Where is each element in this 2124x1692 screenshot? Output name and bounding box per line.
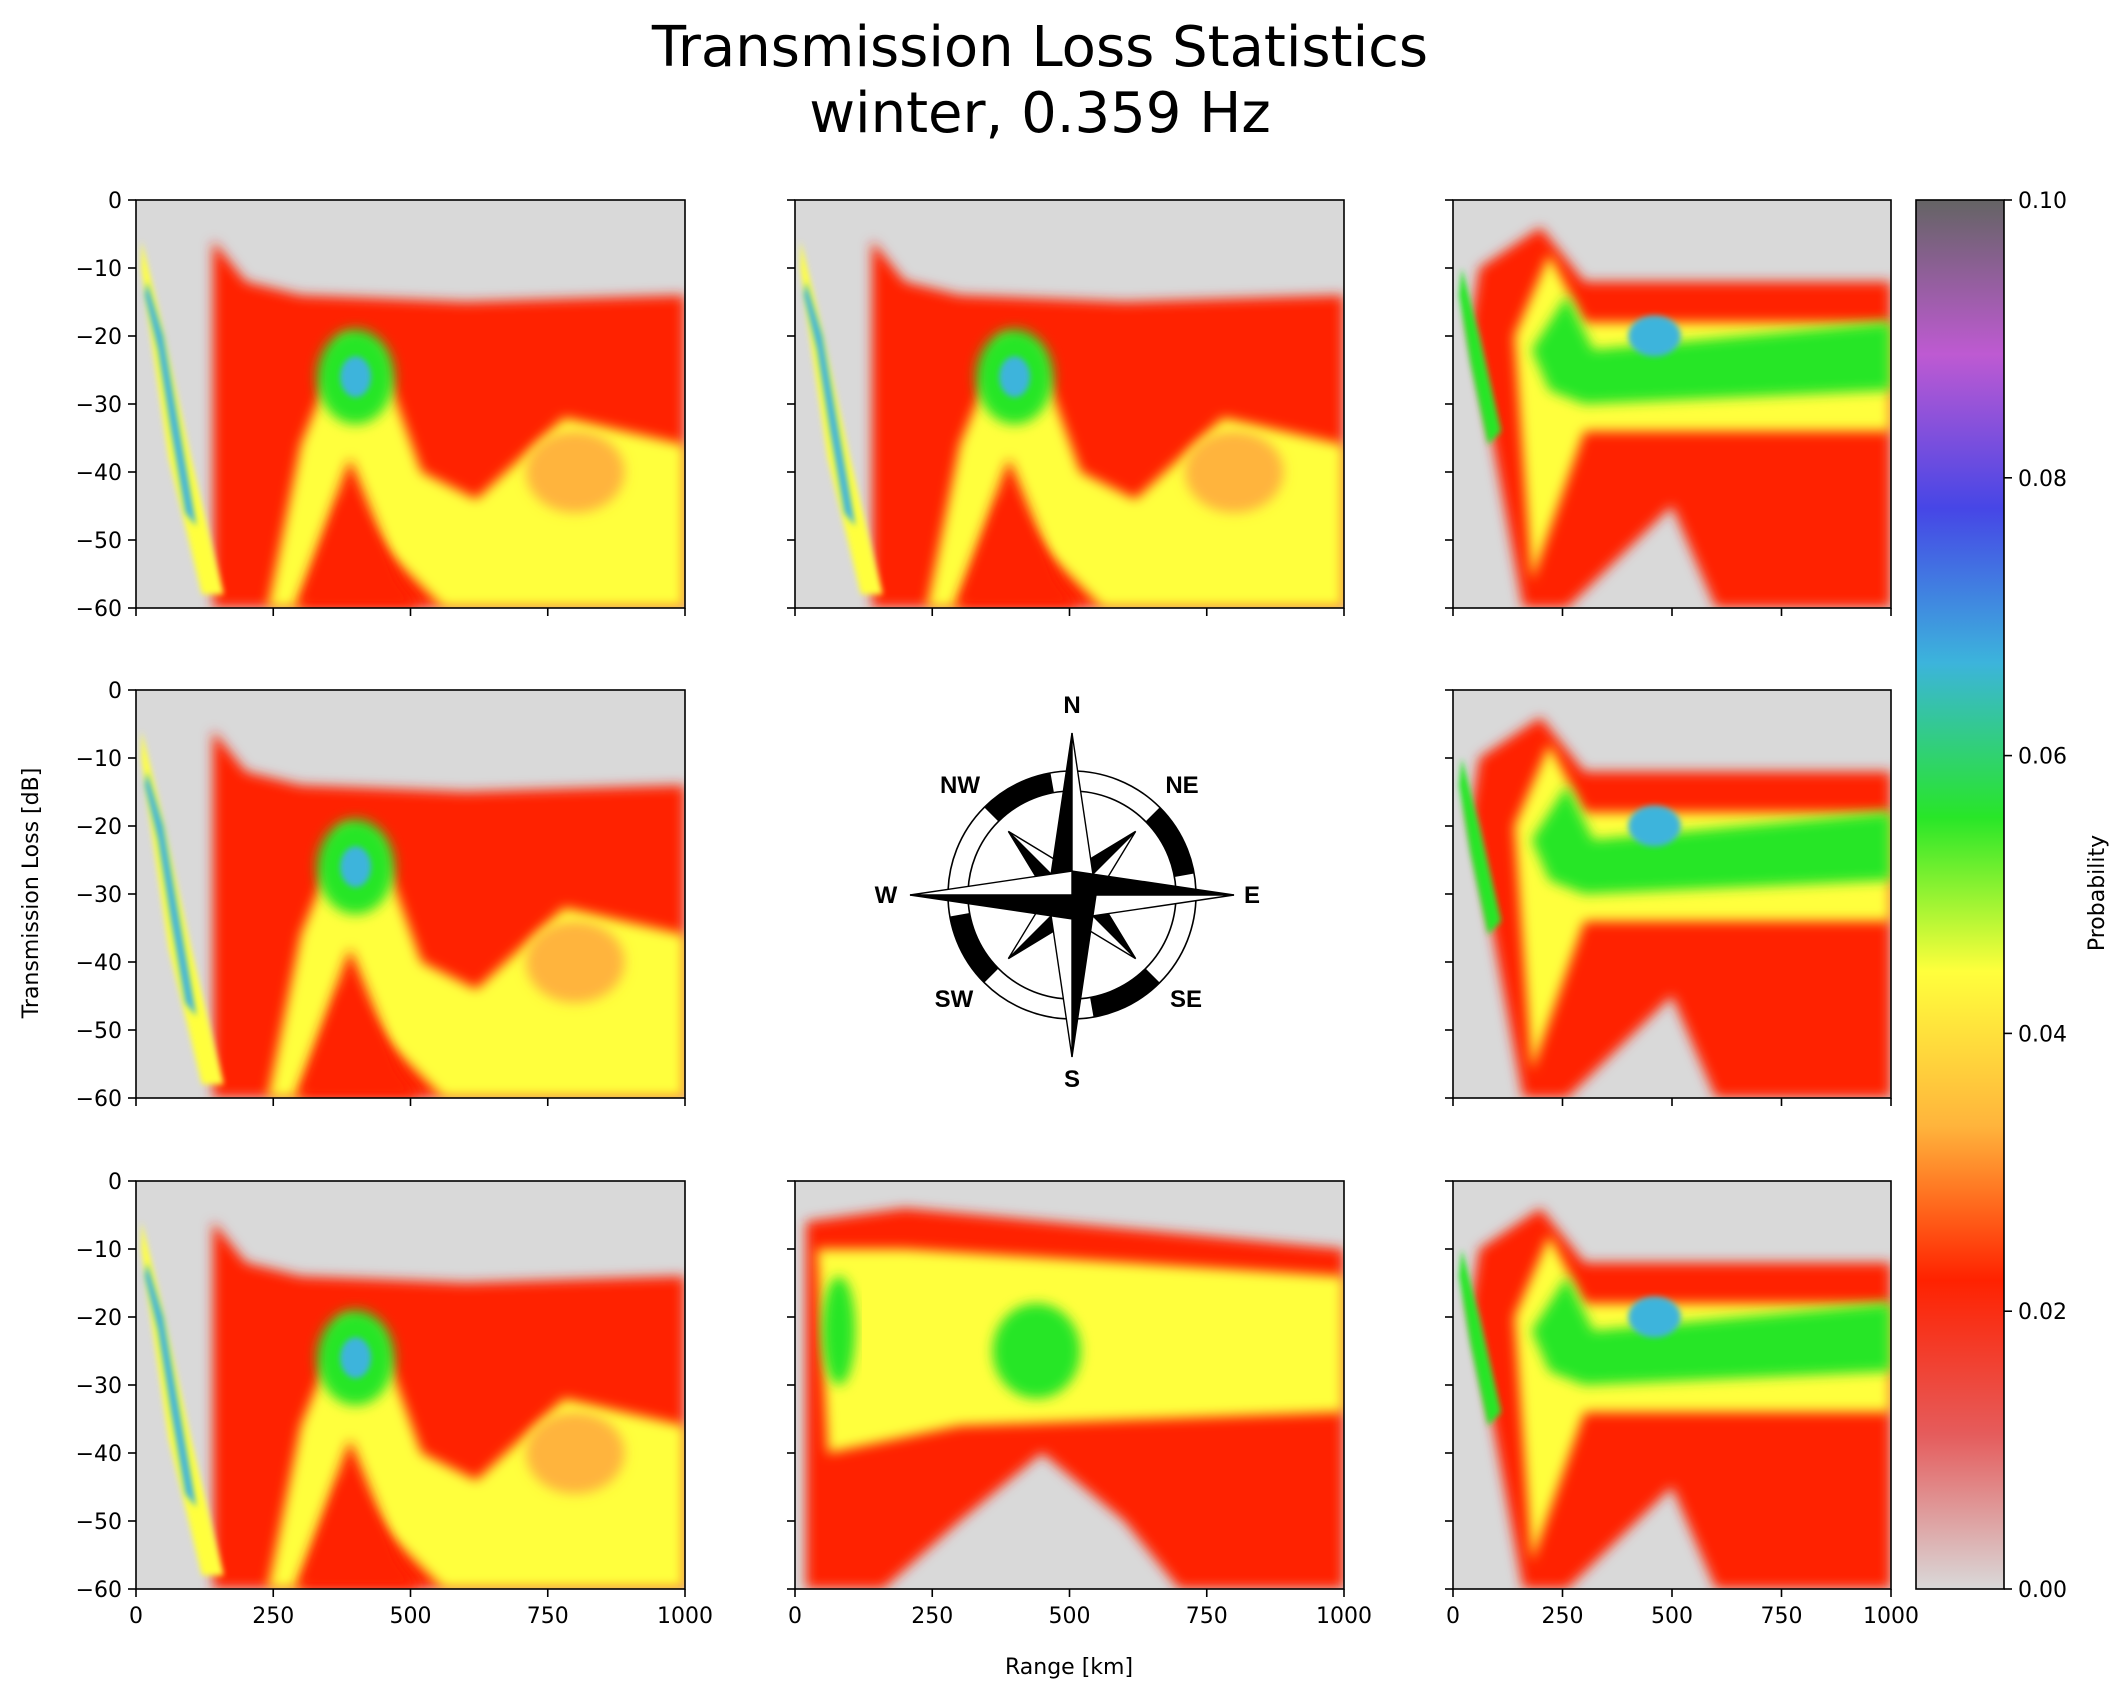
colorbar-tick-label: 0.00 [2018,1578,2067,1603]
heatmap-cells [1453,690,1891,1098]
y-tick-label: 0 [108,1170,122,1195]
x-axis-title: Range [km] [1005,1655,1133,1680]
colorbar-frame [1915,199,2005,1590]
y-tick-label: −40 [76,461,122,486]
y-tick-label: −10 [76,747,122,772]
x-tick-label: 750 [527,1604,569,1629]
y-tick-label: −20 [76,325,122,350]
y-tick-label: −20 [76,815,122,840]
y-axis-title: Transmission Loss [dB] [19,768,44,1020]
heatmap-panel-s: 0 250 500 750 1000 [787,1180,1372,1629]
heatmap-panels: 0 −10 −20 −30 −40 −50 −60 0 −10 −20 −30 −40 −50 −60 0 2… [76,189,1919,1629]
compass-label-ne: NE [1165,772,1198,799]
colorbar-tick-label: 0.04 [2018,1022,2067,1047]
x-tick-label: 250 [911,1604,953,1629]
x-tick-label: 750 [1186,1604,1228,1629]
heatmap-panel-w: 0 −10 −20 −30 −40 −50 −60 [76,679,686,1112]
y-tick-label: −50 [76,529,122,554]
y-tick-label: −40 [76,951,122,976]
heatmap-panel-sw: 0 250 500 750 1000 0 −10 −20 −30 −40 −50 −60 [76,1170,713,1629]
heatmap-panel-ne [1445,199,1892,616]
heatmap-cells [136,200,685,608]
y-tick-label: −30 [76,393,122,418]
y-tick-label: −10 [76,257,122,282]
colorbar-tick-label: 0.08 [2018,467,2067,492]
colorbar-tick-label: 0.06 [2018,745,2067,770]
heatmap-cells [795,200,1344,608]
x-tick-label: 0 [129,1604,143,1629]
heatmap-cells [136,1181,685,1589]
x-tick-label: 500 [1651,1604,1693,1629]
heatmap-panel-e [1445,689,1892,1106]
x-tick-label: 1000 [1863,1604,1919,1629]
figure-title-line1: Transmission Loss Statistics [651,15,1428,80]
x-tick-label: 0 [1446,1604,1460,1629]
x-tick-label: 500 [1049,1604,1091,1629]
heatmap-panel-nw: 0 −10 −20 −30 −40 −50 −60 [76,189,686,622]
y-tick-label: −60 [76,597,122,622]
heatmap-cells [795,1181,1344,1589]
compass-label-w: W [875,882,898,909]
y-tick-label: −20 [76,1306,122,1331]
compass-label-e: E [1244,882,1260,909]
y-tick-label: −60 [76,1578,122,1603]
x-tick-label: 500 [390,1604,432,1629]
y-tick-label: −30 [76,883,122,908]
compass-label-s: S [1064,1066,1080,1093]
y-tick-label: −50 [76,1510,122,1535]
y-tick-label: −60 [76,1087,122,1112]
x-tick-label: 250 [1542,1604,1584,1629]
heatmap-panel-se: 0 250 500 750 1000 [1445,1180,1919,1629]
colorbar-tick-label: 0.02 [2018,1300,2067,1325]
x-tick-label: 750 [1761,1604,1803,1629]
heatmap-panel-n [787,199,1345,616]
colorbar-tick-label: 0.10 [2018,189,2067,214]
heatmap-cells [136,690,685,1098]
y-tick-label: 0 [108,679,122,704]
figure-title-line2: winter, 0.359 Hz [809,81,1271,146]
compass-label-sw: SW [935,986,974,1013]
y-tick-label: −40 [76,1442,122,1467]
x-tick-label: 250 [252,1604,294,1629]
y-tick-label: 0 [108,189,122,214]
compass-label-n: N [1063,692,1080,719]
colorbar-title: Probability [2085,835,2110,951]
compass-label-se: SE [1170,986,1202,1013]
colorbar: 0.00 0.02 0.04 0.06 0.08 0.10 [1915,189,2067,1603]
heatmap-cells [1453,1181,1891,1589]
x-tick-label: 0 [788,1604,802,1629]
colorbar-gradient [1916,200,2004,1589]
y-tick-label: −10 [76,1238,122,1263]
x-tick-label: 1000 [1316,1604,1372,1629]
compass-label-nw: NW [940,772,980,799]
y-tick-label: −30 [76,1374,122,1399]
heatmap-cells [1453,200,1891,608]
y-tick-label: −50 [76,1019,122,1044]
x-tick-label: 1000 [657,1604,713,1629]
